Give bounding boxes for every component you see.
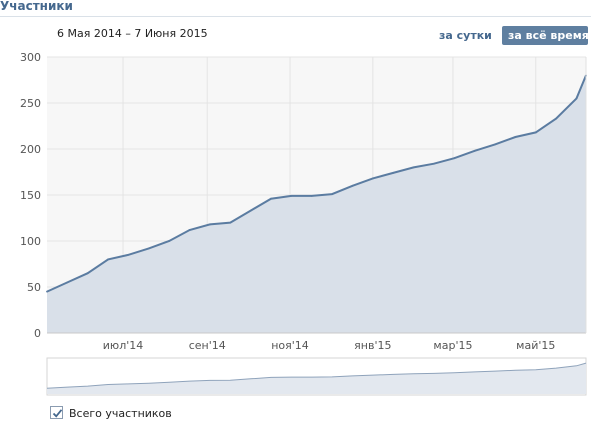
y-tick-label: 300 (20, 51, 41, 64)
section-header: Участники (0, 0, 591, 17)
header-divider (0, 16, 591, 17)
x-tick-label: мар'15 (433, 339, 472, 352)
series-line (46, 75, 587, 293)
data-point (188, 229, 191, 231)
x-tick-label: сен'14 (189, 339, 226, 352)
series-area (47, 75, 586, 334)
data-point (331, 193, 334, 195)
data-point (127, 253, 130, 256)
y-tick-label: 0 (34, 327, 41, 340)
data-point (147, 247, 150, 250)
data-point (433, 162, 435, 165)
data-point (514, 136, 517, 138)
data-point (270, 197, 272, 200)
x-tick-label: янв'15 (354, 339, 391, 352)
legend-label: Всего участников (69, 407, 172, 420)
data-point (310, 195, 313, 197)
data-point (66, 281, 69, 284)
data-point (107, 258, 109, 261)
y-tick-label: 200 (20, 143, 41, 156)
navigator-line (46, 362, 587, 389)
y-tick-label: 50 (27, 281, 41, 294)
data-point (473, 149, 476, 152)
section-title: Участники (0, 0, 73, 13)
data-point (453, 157, 456, 160)
check-icon (52, 409, 63, 418)
navigator-area (47, 363, 586, 394)
y-tick-label: 100 (20, 235, 41, 248)
data-point (412, 166, 415, 169)
data-point (46, 290, 48, 293)
date-range-label: 6 Мая 2014 – 7 Июня 2015 (57, 27, 208, 40)
data-point (229, 221, 232, 224)
data-point (351, 184, 354, 187)
x-tick-label: май'15 (516, 339, 555, 352)
range-navigator[interactable] (0, 355, 591, 397)
data-point (555, 117, 558, 120)
members-chart[interactable]: 0 50 100 150 200 250 300 июл'14 сен'14 ноя'14 янв'… (0, 50, 591, 352)
y-tick-label: 150 (20, 189, 41, 202)
data-point (494, 143, 496, 146)
data-point (249, 209, 252, 212)
legend-checkbox[interactable] (50, 406, 63, 419)
data-point (392, 172, 395, 174)
x-tick-label: июл'14 (103, 339, 143, 352)
data-point (290, 195, 293, 197)
data-point (575, 97, 578, 100)
y-tick-label: 250 (20, 97, 41, 110)
all-time-button[interactable]: за всё время (502, 26, 589, 45)
x-tick-label: ноя'14 (271, 339, 309, 352)
data-point (534, 131, 537, 134)
per-day-button[interactable]: за сутки (439, 29, 492, 42)
data-point (371, 177, 374, 180)
data-point (209, 223, 211, 226)
data-point (86, 272, 89, 275)
data-point (168, 240, 171, 242)
